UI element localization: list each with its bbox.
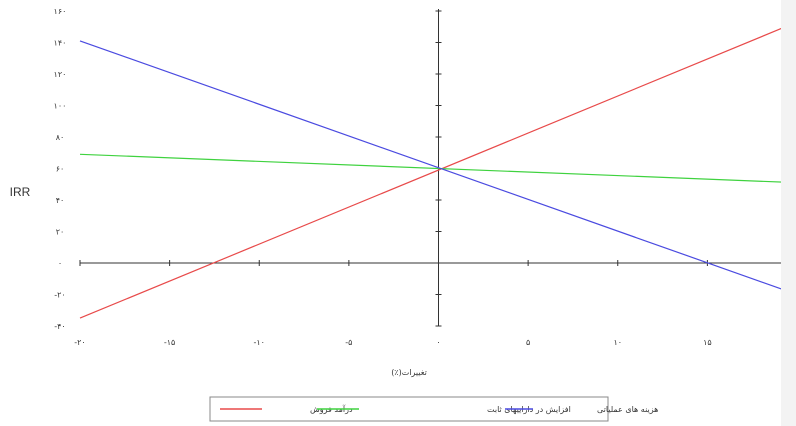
y-tick-label: ۰ (58, 259, 62, 268)
y-tick-label: ۱۲۰ (54, 70, 67, 79)
x-tick-label: ۱۰ (613, 338, 622, 347)
y-axis-label: IRR (10, 185, 31, 199)
right-edge-strip (781, 0, 796, 426)
y-tick-label: -۴۰ (54, 322, 65, 331)
series-line-3 (79, 40, 796, 295)
x-tick-label: ۱۵ (703, 338, 712, 347)
series-lines (79, 21, 796, 319)
series-line-2 (79, 153, 796, 184)
series-line-1 (79, 21, 796, 319)
y-ticks: ۱۶۰ ۱۴۰ ۱۲۰ ۱۰۰ ۸۰ ۶۰ ۴۰ ۲۰ ۰ -۲۰ -۴۰ (54, 7, 442, 331)
x-ticks: -۲۰-۱۵-۱۰-۵۰۵۱۰۱۵۲ (74, 260, 792, 347)
x-tick-label: ۰ (436, 338, 440, 347)
y-tick-label: ۱۶۰ (54, 7, 67, 16)
y-tick-label: ۱۰۰ (54, 102, 67, 111)
y-tick-label: ۲۰ (56, 228, 65, 237)
x-tick-label: -۵ (345, 338, 352, 347)
x-tick-label: -۱۵ (164, 338, 175, 347)
y-tick-label: ۱۴۰ (54, 39, 67, 48)
y-tick-label: ۸۰ (56, 133, 65, 142)
x-tick-label: -۱۰ (254, 338, 265, 347)
y-tick-label: ۴۰ (56, 196, 65, 205)
legend-box (209, 396, 609, 422)
x-tick-label: -۲۰ (74, 338, 85, 347)
y-tick-label: ۶۰ (56, 165, 65, 174)
x-axis-label: تغییرات(٪) (391, 368, 427, 377)
y-tick-label: -۲۰ (54, 291, 65, 300)
legend-label-3: هزینه های عملیاتی (597, 405, 658, 414)
legend: درآمد فروشافزایش در داراییهای ثابتهزینه … (209, 396, 658, 422)
x-tick-label: ۵ (526, 338, 530, 347)
